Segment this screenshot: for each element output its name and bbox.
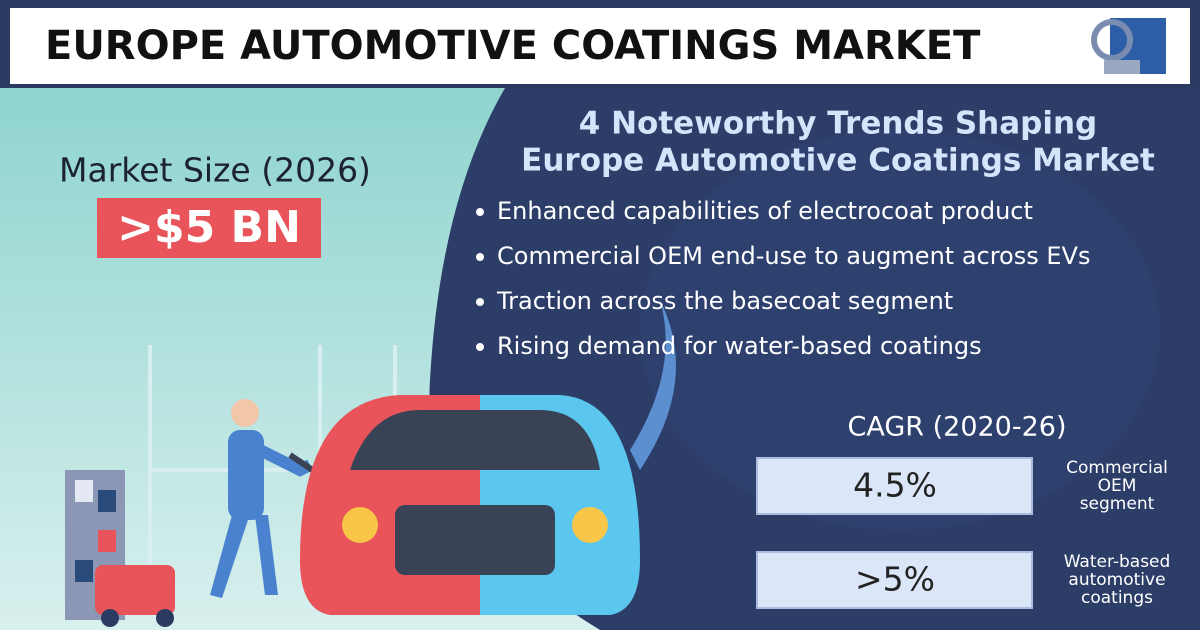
market-size-box bbox=[97, 198, 321, 258]
logo bbox=[1091, 18, 1166, 74]
cagr-label: automotive bbox=[1068, 570, 1165, 590]
cagr-label: Water-based bbox=[1064, 552, 1171, 572]
trends-title: Europe Automotive Coatings Market bbox=[521, 143, 1155, 179]
bullet bbox=[476, 253, 484, 261]
cagr-box bbox=[756, 551, 1033, 609]
trend-item: Traction across the basecoat segment bbox=[496, 287, 953, 315]
cagr-value: >5% bbox=[855, 560, 935, 599]
cagr-box bbox=[756, 457, 1033, 515]
market-size-label: Market Size (2026) bbox=[59, 151, 371, 190]
header-band bbox=[10, 8, 1190, 84]
header-title: EUROPE AUTOMOTIVE COATINGS MARKET bbox=[45, 23, 981, 69]
trends-title: 4 Noteworthy Trends Shaping bbox=[579, 106, 1098, 142]
trend-item: Commercial OEM end-use to augment across… bbox=[497, 242, 1090, 270]
trend-list: Enhanced capabilities of electrocoat pro… bbox=[476, 197, 1090, 360]
cagr-label: segment bbox=[1080, 494, 1155, 514]
cagr-label: Commercial bbox=[1066, 458, 1168, 478]
cagr-value: 4.5% bbox=[853, 466, 937, 505]
cagr-title: CAGR (2020-26) bbox=[848, 412, 1067, 443]
trend-item: Enhanced capabilities of electrocoat pro… bbox=[497, 197, 1033, 225]
illustration bbox=[65, 300, 676, 627]
market-size-value: >$5 BN bbox=[117, 202, 301, 253]
bullet bbox=[476, 343, 484, 351]
bullet bbox=[476, 298, 484, 306]
cagr-label: coatings bbox=[1081, 588, 1153, 608]
trend-item: Rising demand for water-based coatings bbox=[497, 332, 982, 360]
cagr-label: OEM bbox=[1098, 476, 1137, 496]
globe-decoration bbox=[640, 130, 1160, 530]
bullet bbox=[476, 208, 484, 216]
